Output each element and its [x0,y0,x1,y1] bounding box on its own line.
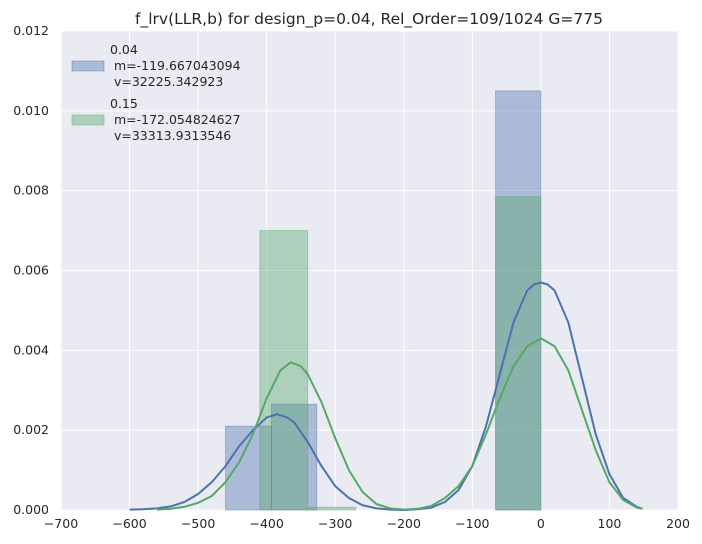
legend: 0.04 m=-119.667043094 v=32225.342923 0.15… [71,42,241,143]
x-tick-label: −400 [249,516,283,531]
x-tick-label: 100 [598,516,622,531]
legend-label-0.15: v=33313.9313546 [110,128,231,143]
x-axis-ticks: −700 −600 −500 −400 −300 −200 −100 0 100 200 [44,516,690,531]
x-tick-label: −700 [44,516,78,531]
y-tick-label: 0.006 [13,263,49,278]
legend-label-0.15: 0.15 [110,96,138,111]
chart-title: f_lrv(LLR,b) for design_p=0.04, Rel_Orde… [135,10,603,29]
x-tick-label: −100 [455,516,489,531]
kde-curves [129,281,643,511]
y-tick-label: 0.010 [13,103,49,118]
legend-label-0.04: m=-119.667043094 [110,58,241,73]
x-tick-label: −500 [181,516,215,531]
x-tick-label: −300 [318,516,352,531]
histogram-bar-0.15-0 [259,230,309,511]
kde-line-0.15 [156,337,643,511]
legend-swatch-0.04 [71,60,105,72]
x-tick-label: −200 [387,516,421,531]
x-tick-label: 0 [537,516,545,531]
histogram-bar-0.15-2 [495,196,542,511]
histogram-bar-0.04-2 [495,90,542,511]
histogram-bar-0.15-1 [307,506,357,511]
histogram-bars [225,90,542,511]
legend-label-0.04: v=32225.342923 [110,74,223,89]
legend-swatch-0.15 [71,114,105,126]
y-tick-label: 0.008 [13,183,49,198]
histogram-bar-0.04-0 [225,425,272,511]
x-tick-label: 200 [666,516,690,531]
y-tick-label: 0.000 [13,502,49,517]
x-tick-label: −600 [112,516,146,531]
legend-label-0.15: m=-172.054824627 [110,112,241,127]
y-tick-label: 0.002 [13,422,49,437]
y-tick-label: 0.012 [13,23,49,38]
legend-label-0.04: 0.04 [110,42,138,57]
y-tick-label: 0.004 [13,342,49,357]
y-axis-ticks: 0.000 0.002 0.004 0.006 0.008 0.010 0.012 [13,23,49,517]
